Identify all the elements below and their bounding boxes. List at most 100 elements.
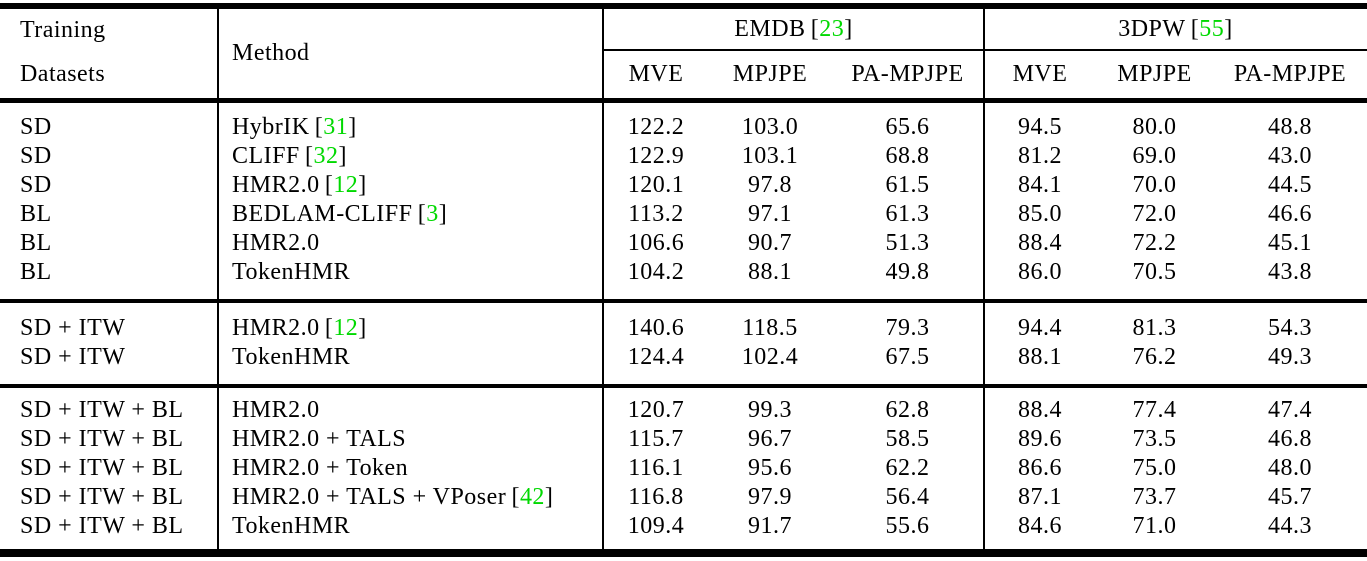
cell-value: 65.6 xyxy=(885,114,930,140)
cell-method: HMR2.0 xyxy=(232,230,320,256)
cell-value: 120.7 xyxy=(627,397,685,423)
cell-training-datasets: SD xyxy=(20,114,52,140)
table-row: SD + ITW + BL TokenHMR 109.4 91.7 55.6 84.6 71… xyxy=(0,512,1367,541)
header-group-3dpw: 3DPW[55] MVE MPJPE PA-MPJPE xyxy=(984,9,1367,98)
cell-value: 62.8 xyxy=(885,397,930,423)
cell-value: 104.2 xyxy=(627,259,685,285)
cell-value: 88.4 xyxy=(1018,230,1062,256)
cell-value: 88.4 xyxy=(1018,397,1062,423)
cell-value: 46.8 xyxy=(1268,426,1312,452)
dataset-name: EMDB xyxy=(734,15,806,42)
cell-value: 49.3 xyxy=(1268,344,1312,370)
cell-value: 94.5 xyxy=(1018,114,1062,140)
cell-value: 97.8 xyxy=(748,172,792,198)
bracket-close: ] xyxy=(544,484,554,510)
cell-training-datasets: BL xyxy=(20,230,52,256)
bracket-open: [ xyxy=(1190,15,1200,42)
citation-number[interactable]: 23 xyxy=(819,15,845,42)
bracket-open: [ xyxy=(417,201,427,227)
table-row: BL TokenHMR 104.2 88.1 49.8 86.0 70.5 43.8 xyxy=(0,258,1367,287)
bracket-close: ] xyxy=(338,143,347,169)
table-row: SD CLIFF [32] 122.9 103.1 68.8 81.2 69.0 43.0 xyxy=(0,142,1367,171)
cell-value: 67.5 xyxy=(885,344,930,370)
cell-method: TokenHMR xyxy=(232,259,351,285)
cell-value: 90.7 xyxy=(748,230,792,256)
cell-value: 109.4 xyxy=(627,513,685,539)
citation-number[interactable]: 3 xyxy=(426,201,439,227)
cell-value: 56.4 xyxy=(885,484,930,510)
cell-training-datasets: BL xyxy=(20,259,52,285)
cell-training-datasets: SD + ITW + BL xyxy=(20,513,184,539)
cell-training-datasets: SD + ITW + BL xyxy=(20,455,184,481)
citation-number[interactable]: 55 xyxy=(1199,15,1225,42)
cell-value: 75.0 xyxy=(1132,455,1177,481)
citation-number[interactable]: 31 xyxy=(323,114,349,140)
header-group-emdb-subcolumns: MVE MPJPE PA-MPJPE xyxy=(603,51,984,98)
cell-value: 96.7 xyxy=(748,426,792,452)
cell-value: 54.3 xyxy=(1268,315,1312,341)
cell-value: 124.4 xyxy=(627,344,685,370)
cell-value: 48.0 xyxy=(1268,455,1312,481)
header-datasets-label: Datasets xyxy=(20,61,106,87)
bottom-rule xyxy=(0,549,1367,557)
cell-value: 45.1 xyxy=(1268,230,1312,256)
header-training-datasets: Training Datasets xyxy=(0,9,218,98)
cell-training-datasets: BL xyxy=(20,201,52,227)
cell-value: 97.9 xyxy=(748,484,792,510)
cell-value: 86.0 xyxy=(1018,259,1062,285)
bracket-close: ] xyxy=(348,114,357,140)
cell-value: 73.7 xyxy=(1132,484,1177,510)
table-row: SD + ITW + BL HMR2.0 120.7 99.3 62.8 88.4 77.4… xyxy=(0,396,1367,425)
cell-value: 71.0 xyxy=(1132,513,1177,539)
cell-value: 79.3 xyxy=(885,315,930,341)
cell-value: 44.5 xyxy=(1268,172,1312,198)
cell-value: 77.4 xyxy=(1132,397,1177,423)
row-group-sd-itw-bl: SD + ITW + BL HMR2.0 120.7 99.3 62.8 88.4 77.4… xyxy=(0,388,1367,549)
cell-value: 58.5 xyxy=(885,426,930,452)
cell-value: 89.6 xyxy=(1018,426,1062,452)
column-header-mve: MVE xyxy=(628,61,684,87)
cell-value: 116.8 xyxy=(628,484,684,510)
bracket-open: [ xyxy=(810,15,820,42)
cell-value: 72.0 xyxy=(1132,201,1177,227)
cell-value: 73.5 xyxy=(1132,426,1177,452)
dataset-name: 3DPW xyxy=(1118,15,1186,42)
citation-number[interactable]: 12 xyxy=(333,315,359,341)
cell-value: 97.1 xyxy=(748,201,792,227)
cell-method: HMR2.0 xyxy=(232,397,320,423)
cell-method: BEDLAM-CLIFF [3] xyxy=(232,201,448,227)
header-group-emdb: EMDB[23] MVE MPJPE PA-MPJPE xyxy=(603,9,984,98)
cell-value: 103.1 xyxy=(741,143,799,169)
column-divider xyxy=(217,9,219,549)
cell-value: 84.1 xyxy=(1018,172,1062,198)
column-divider xyxy=(983,9,985,549)
header-group-3dpw-title: 3DPW[55] xyxy=(984,9,1367,51)
cell-method: CLIFF [32] xyxy=(232,143,347,169)
cell-value: 80.0 xyxy=(1132,114,1177,140)
column-header-pa-mpjpe: PA-MPJPE xyxy=(851,61,964,87)
cell-value: 45.7 xyxy=(1268,484,1312,510)
table-row: SD + ITW TokenHMR 124.4 102.4 67.5 88.1 76.2 49… xyxy=(0,343,1367,372)
cell-value: 103.0 xyxy=(741,114,799,140)
cell-value: 76.2 xyxy=(1132,344,1177,370)
cell-value: 91.7 xyxy=(748,513,792,539)
cell-value: 120.1 xyxy=(627,172,685,198)
cell-method: HMR2.0 + Token xyxy=(232,455,409,481)
cell-value: 102.4 xyxy=(741,344,799,370)
citation-number[interactable]: 12 xyxy=(333,172,359,198)
citation-number[interactable]: 42 xyxy=(519,484,545,510)
table-row: SD + ITW + BL HMR2.0 + Token 116.1 95.6 62.2… xyxy=(0,454,1367,483)
cell-value: 118.5 xyxy=(742,315,798,341)
cell-training-datasets: SD + ITW + BL xyxy=(20,484,184,510)
cell-method: TokenHMR xyxy=(232,513,351,539)
cell-value: 49.8 xyxy=(885,259,930,285)
citation-number[interactable]: 32 xyxy=(313,143,339,169)
cell-value: 61.5 xyxy=(885,172,930,198)
header-group-emdb-title: EMDB[23] xyxy=(603,9,984,51)
cell-value: 140.6 xyxy=(627,315,685,341)
cell-value: 81.3 xyxy=(1132,315,1177,341)
cell-value: 51.3 xyxy=(885,230,930,256)
cell-value: 70.5 xyxy=(1132,259,1177,285)
bracket-open: [ xyxy=(305,143,314,169)
column-header-mpjpe: MPJPE xyxy=(732,61,808,87)
